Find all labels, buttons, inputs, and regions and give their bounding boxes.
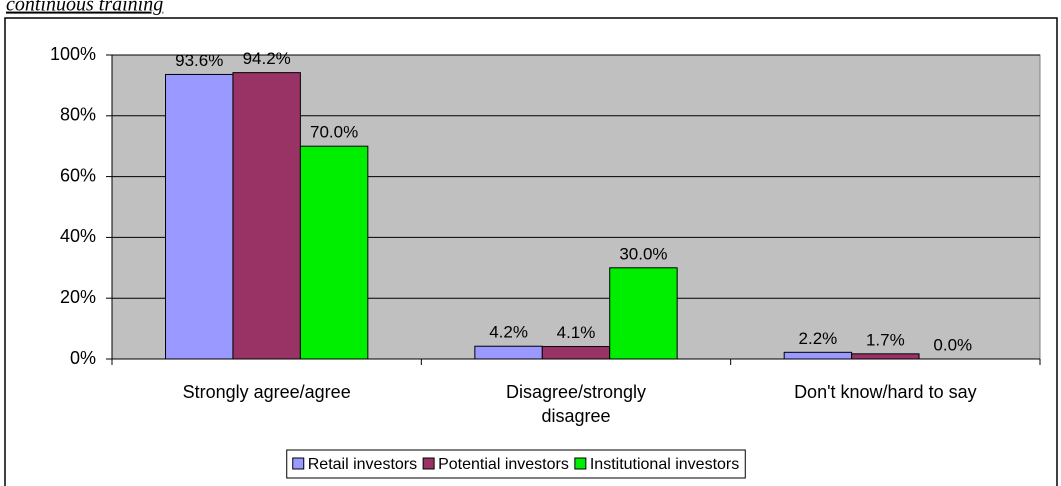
bar [541, 346, 611, 360]
legend-label: Potential investors [438, 456, 569, 473]
data-label: 1.7% [866, 330, 905, 349]
legend-label: Institutional investors [590, 456, 739, 473]
data-label: 4.2% [489, 323, 528, 342]
bar [474, 345, 543, 360]
bar [783, 351, 853, 360]
legend-swatch [574, 457, 587, 470]
heading: continuous training [6, 0, 163, 16]
bar [851, 353, 920, 360]
y-tick-label: 40% [60, 226, 96, 246]
data-label: 4.1% [557, 323, 596, 342]
data-label: 93.6% [175, 51, 223, 70]
legend: Retail investors Potential investors Insti… [286, 449, 746, 479]
bar [609, 267, 678, 360]
legend-swatch [292, 457, 305, 470]
data-label: 94.2% [243, 49, 291, 68]
x-tick-label: Disagree/strongly disagree [505, 382, 647, 426]
legend-box [286, 449, 746, 479]
y-tick-label: 20% [60, 287, 96, 307]
bar [232, 72, 301, 360]
data-label: 0.0% [933, 335, 972, 354]
legend-swatch [422, 457, 435, 470]
bar [165, 73, 234, 360]
legend-label: Retail investors [308, 456, 417, 473]
data-label: 30.0% [619, 244, 667, 263]
y-tick-label: 0% [70, 348, 96, 368]
x-tick-label: Don't know/hard to say [794, 382, 977, 402]
y-tick-label: 80% [60, 105, 96, 125]
bar [299, 145, 369, 360]
x-tick-label: Strongly agree/agree [182, 382, 351, 402]
y-tick-label: 60% [60, 165, 96, 185]
data-label: 70.0% [310, 123, 358, 142]
y-tick-label: 100% [50, 44, 96, 64]
data-label: 2.2% [799, 329, 838, 348]
